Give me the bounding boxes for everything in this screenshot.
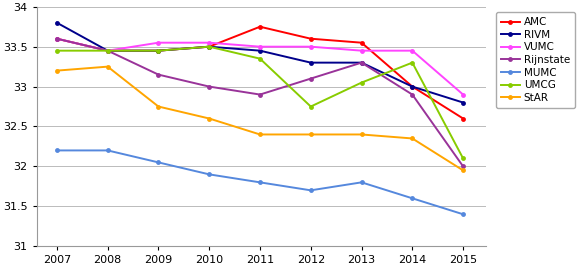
MUMC xyxy=(307,189,314,192)
VUMC xyxy=(155,41,162,44)
MUMC xyxy=(460,213,466,216)
Rijnstate xyxy=(257,93,264,96)
UMCG xyxy=(307,105,314,108)
StAR xyxy=(206,117,213,120)
AMC xyxy=(206,45,213,48)
StAR xyxy=(155,105,162,108)
StAR xyxy=(307,133,314,136)
StAR xyxy=(104,65,111,68)
Rijnstate xyxy=(53,37,60,40)
VUMC xyxy=(307,45,314,48)
VUMC xyxy=(53,37,60,40)
AMC xyxy=(307,37,314,40)
AMC xyxy=(460,117,466,120)
UMCG xyxy=(460,157,466,160)
AMC xyxy=(53,37,60,40)
Line: UMCG: UMCG xyxy=(54,44,465,161)
RIVM xyxy=(358,61,365,64)
Rijnstate xyxy=(409,93,416,96)
StAR xyxy=(53,69,60,72)
Legend: AMC, RIVM, VUMC, Rijnstate, MUMC, UMCG, StAR: AMC, RIVM, VUMC, Rijnstate, MUMC, UMCG, … xyxy=(496,12,575,108)
UMCG xyxy=(409,61,416,64)
MUMC xyxy=(409,197,416,200)
StAR xyxy=(257,133,264,136)
Line: MUMC: MUMC xyxy=(54,148,465,217)
UMCG xyxy=(53,49,60,52)
Rijnstate xyxy=(104,49,111,52)
MUMC xyxy=(206,173,213,176)
AMC xyxy=(257,25,264,28)
RIVM xyxy=(409,85,416,88)
MUMC xyxy=(155,161,162,164)
RIVM xyxy=(104,49,111,52)
UMCG xyxy=(155,49,162,52)
VUMC xyxy=(460,93,466,96)
Rijnstate xyxy=(206,85,213,88)
MUMC xyxy=(358,181,365,184)
AMC xyxy=(104,49,111,52)
StAR xyxy=(409,137,416,140)
Line: AMC: AMC xyxy=(54,24,465,121)
RIVM xyxy=(53,21,60,24)
Line: Rijnstate: Rijnstate xyxy=(54,36,465,169)
UMCG xyxy=(104,49,111,52)
Line: StAR: StAR xyxy=(54,64,465,173)
AMC xyxy=(155,49,162,52)
AMC xyxy=(358,41,365,44)
RIVM xyxy=(307,61,314,64)
UMCG xyxy=(206,45,213,48)
Line: RIVM: RIVM xyxy=(54,20,465,105)
MUMC xyxy=(53,149,60,152)
AMC xyxy=(409,85,416,88)
VUMC xyxy=(358,49,365,52)
MUMC xyxy=(104,149,111,152)
RIVM xyxy=(257,49,264,52)
Rijnstate xyxy=(155,73,162,76)
RIVM xyxy=(460,101,466,104)
VUMC xyxy=(409,49,416,52)
VUMC xyxy=(257,45,264,48)
RIVM xyxy=(206,45,213,48)
StAR xyxy=(358,133,365,136)
UMCG xyxy=(358,81,365,84)
StAR xyxy=(460,169,466,172)
Rijnstate xyxy=(460,165,466,168)
Rijnstate xyxy=(358,61,365,64)
VUMC xyxy=(206,41,213,44)
VUMC xyxy=(104,49,111,52)
Rijnstate xyxy=(307,77,314,80)
UMCG xyxy=(257,57,264,60)
RIVM xyxy=(155,49,162,52)
Line: VUMC: VUMC xyxy=(54,36,465,97)
MUMC xyxy=(257,181,264,184)
